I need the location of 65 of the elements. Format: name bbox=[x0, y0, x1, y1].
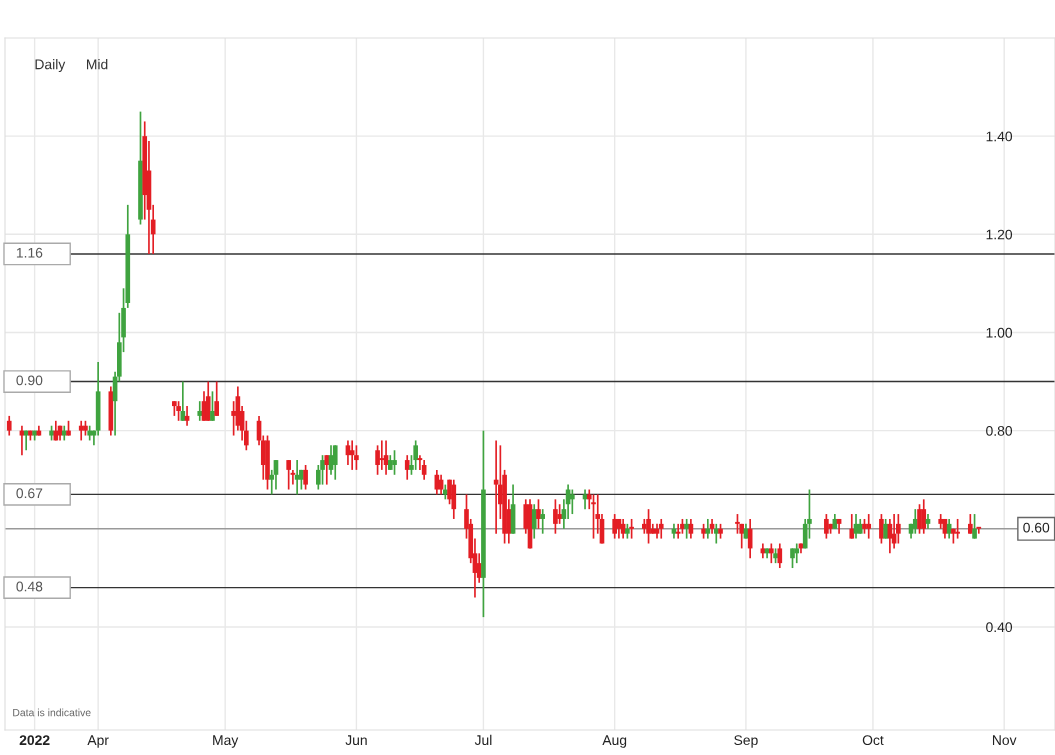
y-tick-label: 1.20 bbox=[986, 229, 1013, 240]
candlestick bbox=[591, 493, 596, 540]
candlestick bbox=[303, 464, 308, 491]
candlestick bbox=[790, 547, 795, 569]
candlestick bbox=[180, 380, 186, 422]
candlestick bbox=[883, 518, 888, 540]
x-tick-label: Sep bbox=[734, 735, 758, 748]
candlestick bbox=[972, 513, 977, 540]
candlestick bbox=[976, 526, 982, 535]
candlestick bbox=[354, 444, 359, 471]
candlestick bbox=[553, 498, 558, 535]
candlestick bbox=[769, 542, 774, 564]
x-tick-label: Aug bbox=[602, 735, 627, 748]
candlestick bbox=[231, 400, 236, 437]
candlestick bbox=[320, 454, 325, 486]
candlestick bbox=[375, 444, 380, 476]
candlestick bbox=[324, 454, 330, 486]
ref-line-label: 1.16 bbox=[16, 247, 43, 258]
annotation: Daily bbox=[35, 59, 66, 73]
y-tick-label: 0.80 bbox=[986, 425, 1013, 436]
candlestick bbox=[955, 518, 960, 540]
x-tick-label: Oct bbox=[862, 735, 884, 746]
candlestick bbox=[570, 488, 575, 515]
ref-line-label: 0.48 bbox=[16, 581, 43, 592]
ref-line-label: 0.90 bbox=[16, 375, 43, 386]
annotation: Data is indicative bbox=[13, 708, 91, 717]
y-tick-label: 0.40 bbox=[986, 622, 1013, 633]
candlestick bbox=[735, 513, 740, 535]
candlestick bbox=[557, 503, 562, 525]
candlestick bbox=[777, 542, 783, 569]
candlestick bbox=[849, 513, 855, 540]
candlestick bbox=[332, 444, 338, 481]
candlestick bbox=[540, 508, 546, 535]
candlestick bbox=[392, 449, 397, 476]
x-tick-label: May bbox=[213, 735, 239, 748]
annotation: Mid bbox=[86, 59, 108, 70]
candlestick bbox=[646, 508, 651, 545]
candlestick bbox=[214, 380, 220, 417]
candlestick bbox=[210, 390, 215, 422]
x-tick-label: Jun bbox=[345, 735, 367, 746]
ref-line-label: 0.67 bbox=[16, 488, 43, 499]
candlestick bbox=[967, 513, 973, 535]
x-tick-label: Apr bbox=[87, 735, 109, 748]
candlestick bbox=[879, 513, 884, 545]
y-tick-label: 1.40 bbox=[986, 131, 1013, 142]
candlestick bbox=[349, 439, 355, 471]
candlestick bbox=[379, 439, 385, 471]
candlestick bbox=[404, 454, 410, 481]
x-tick-label: Jul bbox=[474, 734, 492, 746]
candlestick bbox=[629, 518, 634, 540]
y-tick-label: 1.00 bbox=[986, 327, 1013, 338]
candlestick bbox=[6, 415, 12, 437]
candlestick bbox=[824, 513, 829, 540]
candlestick bbox=[176, 400, 181, 422]
candlestick bbox=[286, 459, 291, 491]
ref-line-label: 0.60 bbox=[1023, 522, 1050, 533]
x-tick-label: 2022 bbox=[19, 735, 50, 746]
candlestick bbox=[684, 518, 689, 540]
candlestick bbox=[536, 498, 541, 530]
x-tick-label: Nov bbox=[992, 735, 1017, 746]
candlestick bbox=[413, 439, 419, 471]
candlestick bbox=[531, 503, 537, 540]
candlestick bbox=[197, 400, 203, 422]
candlestick bbox=[896, 513, 901, 545]
candlestick bbox=[866, 513, 872, 540]
